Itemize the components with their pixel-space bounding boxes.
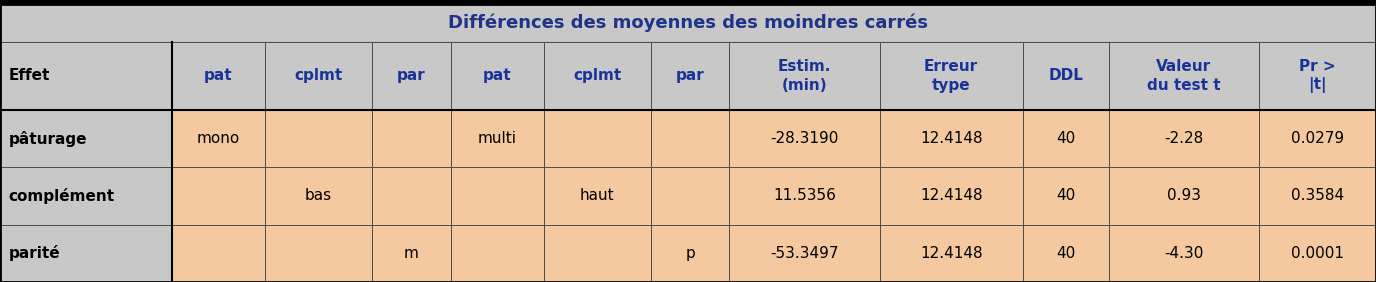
Bar [879,110,1022,167]
Bar [450,110,544,167]
Text: 12.4148: 12.4148 [921,131,982,146]
Text: parité: parité [8,245,61,261]
Text: -28.3190: -28.3190 [771,131,839,146]
Bar [372,225,450,282]
Text: Estim.
(min): Estim. (min) [777,59,831,93]
Bar [372,167,450,225]
Text: 12.4148: 12.4148 [921,246,982,261]
Bar [264,167,372,225]
Bar [450,42,544,110]
Bar [1259,42,1376,110]
Bar [172,42,264,110]
Text: pâturage: pâturage [8,131,87,147]
Text: cplmt: cplmt [294,69,343,83]
Bar [0,167,172,225]
Bar [0,42,172,110]
Bar [264,225,372,282]
Text: -2.28: -2.28 [1164,131,1203,146]
Text: 0.3584: 0.3584 [1291,188,1344,204]
Bar [1022,110,1109,167]
Text: -53.3497: -53.3497 [771,246,839,261]
Bar [651,167,729,225]
Bar [879,167,1022,225]
Bar [1259,225,1376,282]
Bar [172,167,264,225]
Text: Différences des moyennes des moindres carrés: Différences des moyennes des moindres ca… [449,14,927,32]
Bar [729,167,879,225]
Bar [879,42,1022,110]
Text: pat: pat [483,69,512,83]
Bar [1259,167,1376,225]
Bar [1022,42,1109,110]
Text: -4.30: -4.30 [1164,246,1203,261]
Text: 11.5356: 11.5356 [773,188,837,204]
Text: 40: 40 [1055,246,1075,261]
Bar [450,225,544,282]
Text: 40: 40 [1055,188,1075,204]
Bar [1109,225,1259,282]
Bar [172,225,264,282]
Bar [450,167,544,225]
Bar [172,110,264,167]
Text: bas: bas [304,188,332,204]
Bar [1022,225,1109,282]
Bar [729,42,879,110]
Bar [1259,110,1376,167]
Bar [651,225,729,282]
Text: par: par [396,69,425,83]
Text: pat: pat [204,69,233,83]
Text: DDL: DDL [1049,69,1083,83]
Text: m: m [403,246,418,261]
Bar [544,42,651,110]
Bar [729,225,879,282]
Text: 0.0279: 0.0279 [1291,131,1344,146]
Bar [372,42,450,110]
Bar [264,42,372,110]
Text: mono: mono [197,131,239,146]
Bar [1109,42,1259,110]
Bar [879,225,1022,282]
Text: 0.93: 0.93 [1167,188,1201,204]
Bar [0,225,172,282]
Text: haut: haut [579,188,615,204]
Bar [372,110,450,167]
Text: p: p [685,246,695,261]
Bar [544,167,651,225]
Bar [264,110,372,167]
Text: complément: complément [8,188,114,204]
Text: par: par [676,69,705,83]
Bar [651,42,729,110]
Text: multi: multi [477,131,516,146]
Bar [544,225,651,282]
Text: cplmt: cplmt [572,69,622,83]
Bar [1022,167,1109,225]
Text: Pr >
|t|: Pr > |t| [1299,59,1336,93]
Bar [651,110,729,167]
Bar [1109,167,1259,225]
Text: Effet: Effet [8,69,50,83]
Bar [0,4,1376,42]
Bar [0,0,1376,4]
Text: Valeur
du test t: Valeur du test t [1146,59,1221,93]
Text: Erreur
type: Erreur type [925,59,978,93]
Bar [1109,110,1259,167]
Text: 0.0001: 0.0001 [1291,246,1344,261]
Bar [729,110,879,167]
Text: 40: 40 [1055,131,1075,146]
Text: 12.4148: 12.4148 [921,188,982,204]
Bar [544,110,651,167]
Bar [0,110,172,167]
